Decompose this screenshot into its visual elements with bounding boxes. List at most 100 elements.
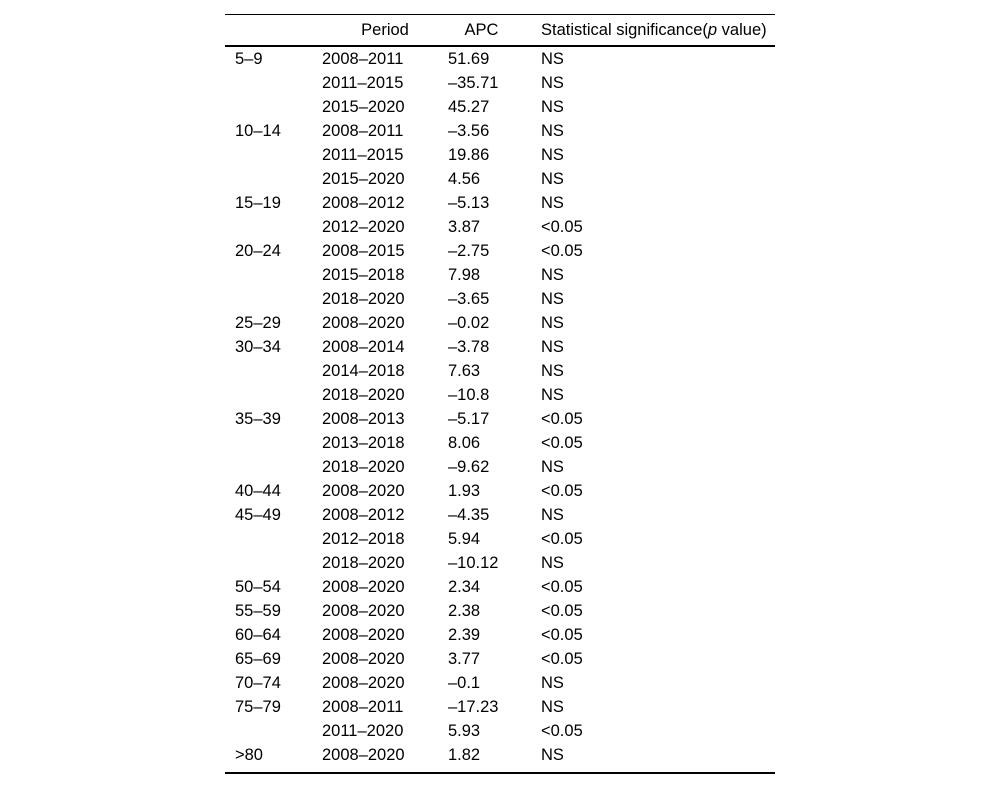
period-cell: 2008–2020 <box>322 745 405 764</box>
period-cell: 2008–2013 <box>322 409 405 428</box>
apc-value-cell: –3.56 <box>448 121 490 140</box>
age-group-cell <box>225 143 322 167</box>
significance-cell: <0.05 <box>541 409 583 428</box>
header-apc: APC <box>448 15 541 47</box>
apc-value-cell: 1.82 <box>448 745 481 764</box>
significance-cell: NS <box>541 361 564 380</box>
apc-table-container: Period APC Statistical significance(p va… <box>225 14 775 774</box>
apc-value-cell: 2.39 <box>448 625 481 644</box>
apc-value-cell: –4.35 <box>448 505 490 524</box>
significance-cell: <0.05 <box>541 601 583 620</box>
apc-value-cell: –9.62 <box>448 457 490 476</box>
age-group-cell: 15–19 <box>235 193 281 212</box>
age-group-cell: 50–54 <box>235 577 281 596</box>
period-cell: 2008–2015 <box>322 241 405 260</box>
table-row: 40–44 2008–2020 1.93 <0.05 <box>225 479 775 503</box>
table-row: 2018–2020 –3.65 NS <box>225 287 775 311</box>
significance-cell: <0.05 <box>541 721 583 740</box>
age-group-cell: 35–39 <box>235 409 281 428</box>
table-row: 2012–2018 5.94 <0.05 <box>225 527 775 551</box>
table-row: 50–54 2008–2020 2.34 <0.05 <box>225 575 775 599</box>
period-cell: 2013–2018 <box>322 433 405 452</box>
age-group-cell: 40–44 <box>235 481 281 500</box>
apc-value-cell: –17.23 <box>448 697 499 716</box>
period-cell: 2014–2018 <box>322 361 405 380</box>
age-group-cell <box>225 215 322 239</box>
apc-value-cell: –2.75 <box>448 241 490 260</box>
apc-value-cell: 19.86 <box>448 145 490 164</box>
table-row: 15–19 2008–2012 –5.13 NS <box>225 191 775 215</box>
table-row: 2011–2015 –35.71 NS <box>225 71 775 95</box>
period-cell: 2015–2020 <box>322 169 405 188</box>
table-row: 2018–2020 –10.8 NS <box>225 383 775 407</box>
age-group-cell: 65–69 <box>235 649 281 668</box>
apc-value-cell: –5.17 <box>448 409 490 428</box>
significance-cell: NS <box>541 697 564 716</box>
table-row: 60–64 2008–2020 2.39 <0.05 <box>225 623 775 647</box>
age-group-cell: 10–14 <box>235 121 281 140</box>
table-row: 30–34 2008–2014 –3.78 NS <box>225 335 775 359</box>
age-group-cell: 45–49 <box>235 505 281 524</box>
table-row: 10–14 2008–2011 –3.56 NS <box>225 119 775 143</box>
significance-cell: NS <box>541 313 564 332</box>
apc-value-cell: 5.93 <box>448 721 481 740</box>
age-group-cell: 60–64 <box>235 625 281 644</box>
age-group-cell <box>225 71 322 95</box>
period-cell: 2008–2020 <box>322 649 405 668</box>
period-cell: 2018–2020 <box>322 385 405 404</box>
period-cell: 2018–2020 <box>322 457 405 476</box>
apc-value-cell: 1.93 <box>448 481 481 500</box>
age-group-cell: 70–74 <box>235 673 281 692</box>
significance-cell: NS <box>541 121 564 140</box>
apc-value-cell: 8.06 <box>448 433 481 452</box>
table-row: 2018–2020 –9.62 NS <box>225 455 775 479</box>
period-cell: 2008–2020 <box>322 313 405 332</box>
period-cell: 2008–2012 <box>322 193 405 212</box>
apc-value-cell: 51.69 <box>448 49 490 68</box>
period-cell: 2011–2015 <box>322 73 404 92</box>
table-row: 2013–2018 8.06 <0.05 <box>225 431 775 455</box>
table-row: 5–9 2008–2011 51.69 NS <box>225 46 775 71</box>
header-period: Period <box>322 15 448 47</box>
table-row: 35–39 2008–2013 –5.17 <0.05 <box>225 407 775 431</box>
significance-cell: <0.05 <box>541 217 583 236</box>
age-group-cell <box>225 95 322 119</box>
table-row: 2018–2020 –10.12 NS <box>225 551 775 575</box>
table-row: 20–24 2008–2015 –2.75 <0.05 <box>225 239 775 263</box>
significance-cell: NS <box>541 169 564 188</box>
table-row: >80 2008–2020 1.82 NS <box>225 743 775 767</box>
period-cell: 2018–2020 <box>322 289 405 308</box>
period-cell: 2012–2018 <box>322 529 405 548</box>
table-row: 2011–2015 19.86 NS <box>225 143 775 167</box>
age-group-cell <box>225 167 322 191</box>
period-cell: 2018–2020 <box>322 553 405 572</box>
apc-value-cell: –0.02 <box>448 313 490 332</box>
age-group-cell: 5–9 <box>235 49 263 68</box>
apc-value-cell: 3.87 <box>448 217 481 236</box>
apc-value-cell: –3.65 <box>448 289 490 308</box>
table-row: 25–29 2008–2020 –0.02 NS <box>225 311 775 335</box>
header-statistical-significance: Statistical significance(p value) <box>541 15 775 47</box>
table-row: 45–49 2008–2012 –4.35 NS <box>225 503 775 527</box>
age-group-cell <box>225 359 322 383</box>
age-group-cell <box>225 383 322 407</box>
significance-cell: NS <box>541 73 564 92</box>
age-group-cell: >80 <box>235 745 263 764</box>
age-group-cell: 30–34 <box>235 337 281 356</box>
significance-cell: NS <box>541 385 564 404</box>
apc-value-cell: –5.13 <box>448 193 490 212</box>
period-cell: 2008–2011 <box>322 121 404 140</box>
significance-cell: NS <box>541 265 564 284</box>
period-cell: 2008–2020 <box>322 673 405 692</box>
apc-significance-table: Period APC Statistical significance(p va… <box>225 15 775 767</box>
significance-cell: NS <box>541 49 564 68</box>
significance-cell: <0.05 <box>541 649 583 668</box>
table-row: 2015–2018 7.98 NS <box>225 263 775 287</box>
significance-cell: NS <box>541 289 564 308</box>
period-cell: 2008–2020 <box>322 481 405 500</box>
significance-cell: NS <box>541 673 564 692</box>
significance-cell: NS <box>541 553 564 572</box>
significance-cell: NS <box>541 97 564 116</box>
significance-cell: NS <box>541 745 564 764</box>
apc-value-cell: –3.78 <box>448 337 490 356</box>
